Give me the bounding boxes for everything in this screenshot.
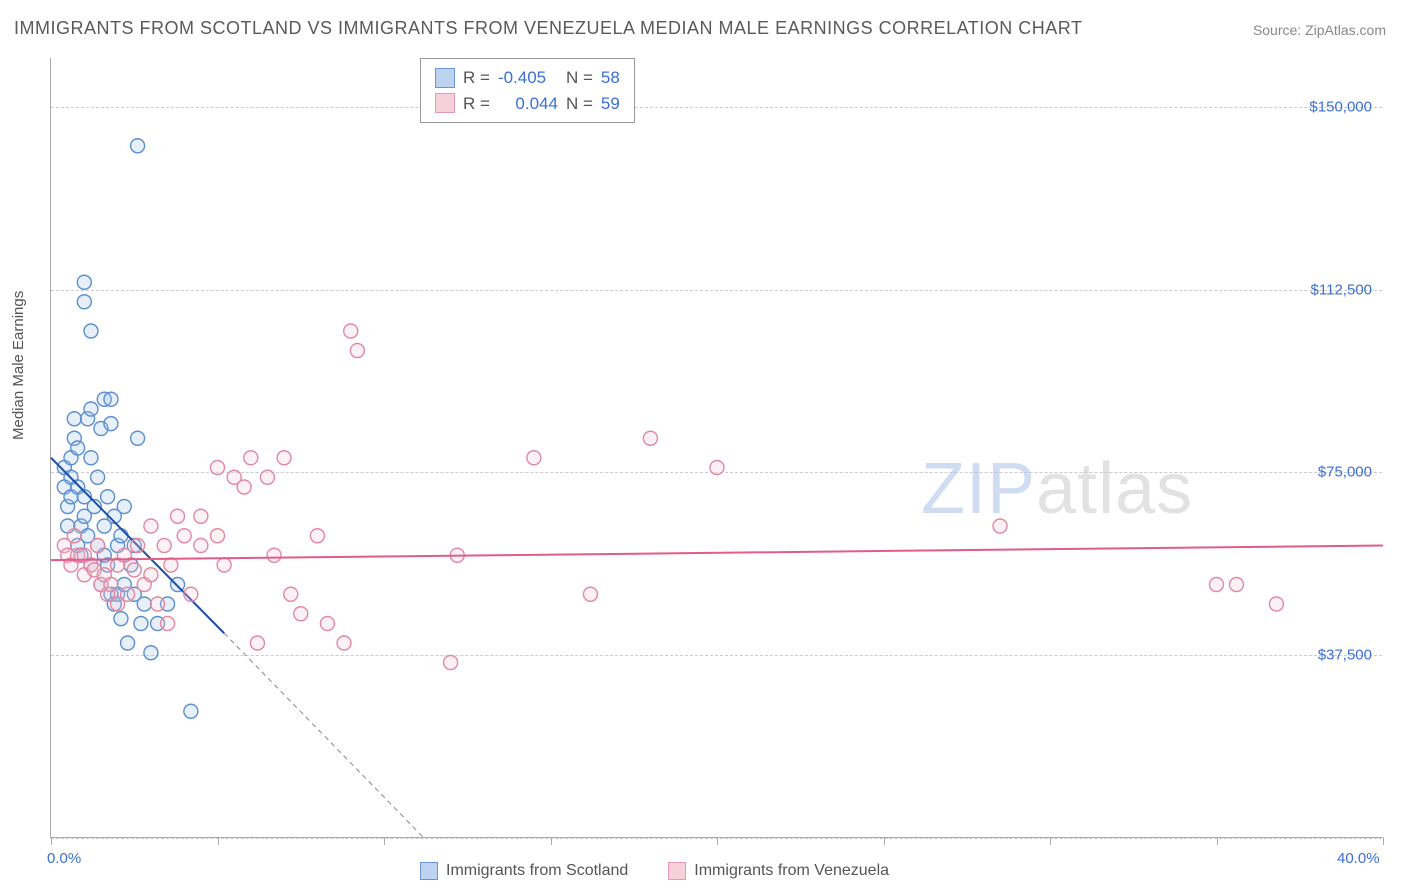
x-tick-label: 0.0% — [47, 850, 81, 867]
legend-item-scotland: Immigrants from Scotland — [420, 862, 628, 880]
legend-item-venezuela: Immigrants from Venezuela — [668, 862, 889, 880]
scatter-svg — [51, 58, 1382, 837]
bottom-legend: Immigrants from Scotland Immigrants from… — [420, 862, 889, 880]
legend-label-venezuela: Immigrants from Venezuela — [694, 862, 889, 880]
r-value-scotland: -0.405 — [498, 65, 558, 91]
legend-label-scotland: Immigrants from Scotland — [446, 862, 628, 880]
source-attribution: Source: ZipAtlas.com — [1253, 22, 1386, 38]
r-label: R = — [463, 65, 490, 91]
source-name: ZipAtlas.com — [1305, 22, 1386, 38]
n-label: N = — [566, 91, 593, 117]
n-value-scotland: 58 — [601, 65, 620, 91]
correlation-stats-box: R = -0.405 N = 58 R = 0.044 N = 59 — [420, 58, 635, 123]
legend-swatch-venezuela — [668, 862, 686, 880]
source-prefix: Source: — [1253, 22, 1305, 38]
swatch-venezuela — [435, 93, 455, 113]
legend-swatch-scotland — [420, 862, 438, 880]
chart-plot-area: ZIPatlas $37,500$75,000$112,500$150,0000… — [50, 58, 1382, 838]
stats-row-venezuela: R = 0.044 N = 59 — [435, 91, 620, 117]
r-label: R = — [463, 91, 490, 117]
r-value-venezuela: 0.044 — [498, 91, 558, 117]
swatch-scotland — [435, 68, 455, 88]
chart-title: IMMIGRANTS FROM SCOTLAND VS IMMIGRANTS F… — [14, 18, 1082, 39]
n-label: N = — [566, 65, 593, 91]
n-value-venezuela: 59 — [601, 91, 620, 117]
stats-row-scotland: R = -0.405 N = 58 — [435, 65, 620, 91]
y-axis-label: Median Male Earnings — [10, 291, 27, 440]
x-tick-label: 40.0% — [1337, 850, 1380, 867]
